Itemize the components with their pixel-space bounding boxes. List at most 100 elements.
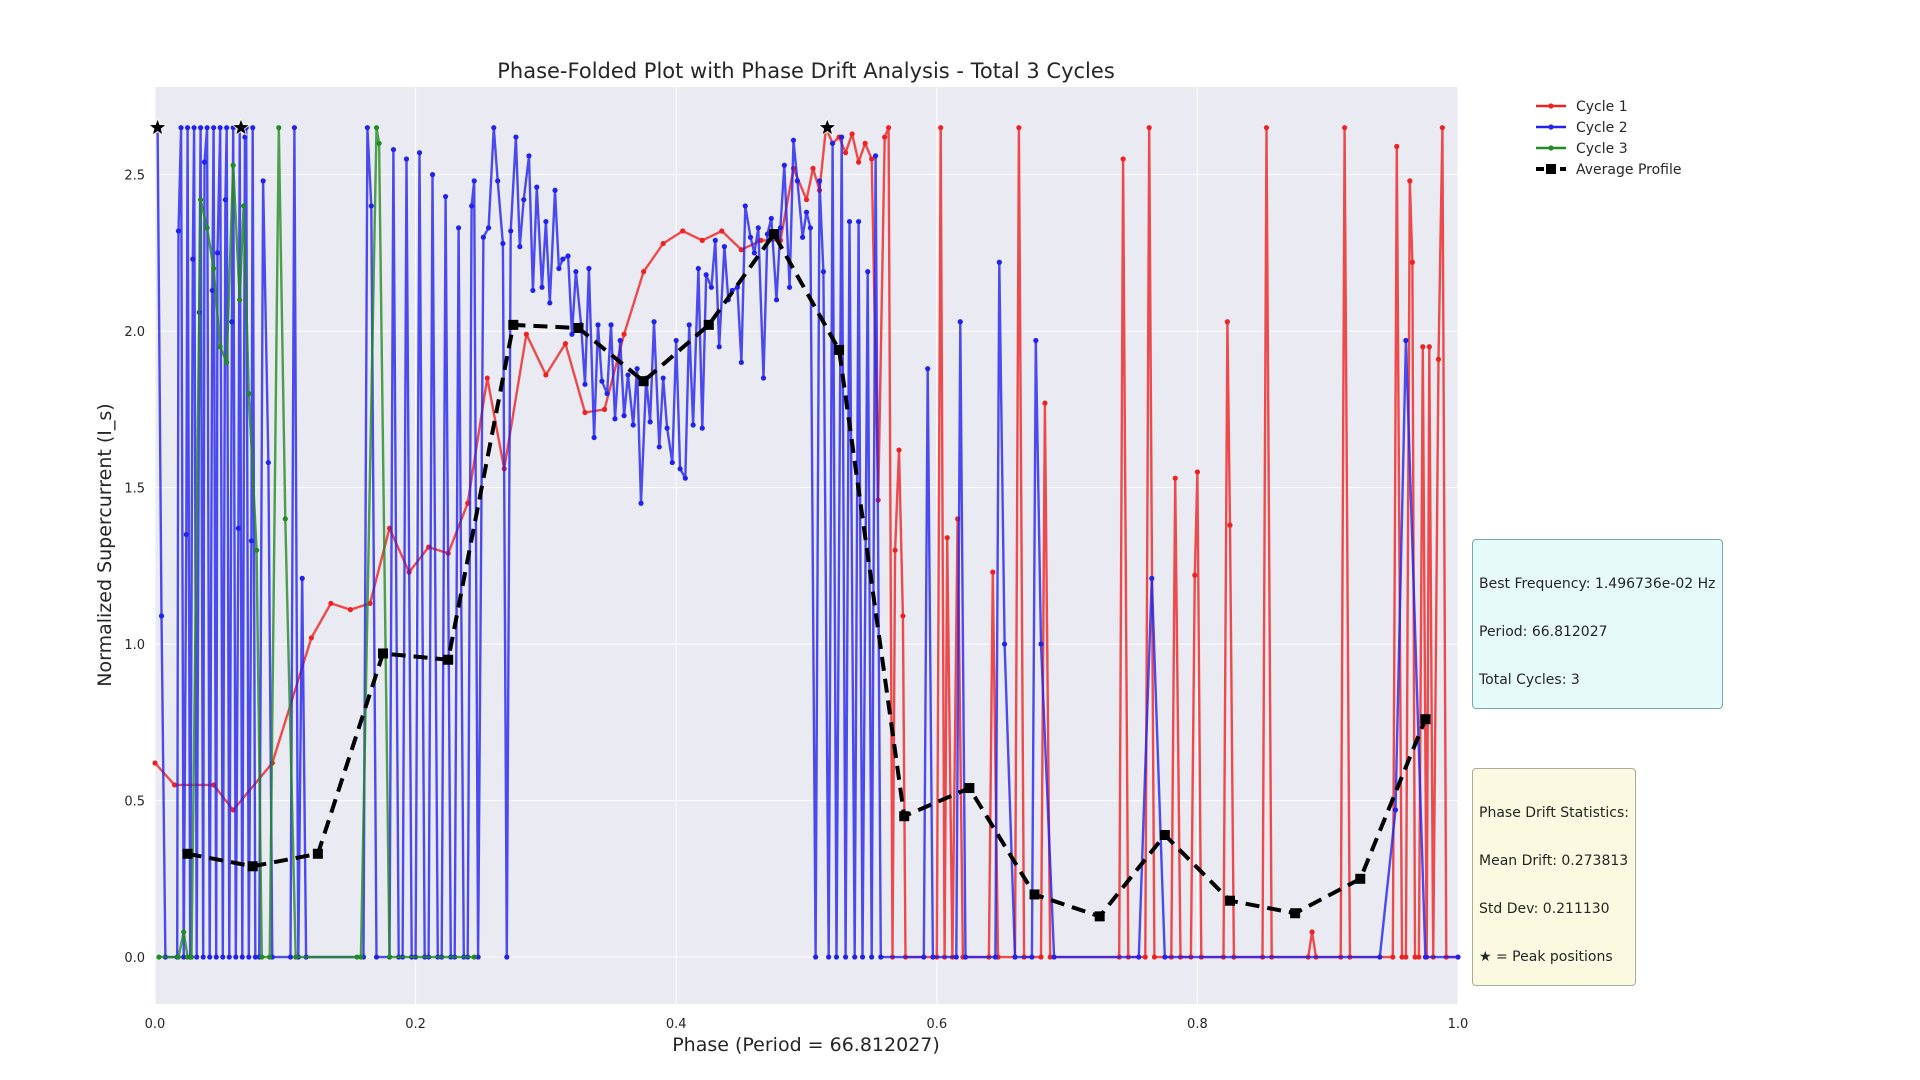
cycle-1-point bbox=[328, 600, 334, 606]
cycle-3-point bbox=[175, 954, 182, 960]
cycle-2-point bbox=[721, 244, 728, 250]
cycle-1-point bbox=[719, 228, 725, 234]
cycle-2-point bbox=[250, 125, 256, 131]
cycle-3-point bbox=[156, 954, 162, 960]
cycle-2-point bbox=[220, 954, 226, 960]
legend-marker-average-profile bbox=[1546, 164, 1556, 174]
cycle-2-point bbox=[390, 146, 397, 153]
cycle-2-point bbox=[856, 218, 862, 225]
info-line-period: Period: 66.812027 bbox=[1479, 624, 1608, 640]
cycle-2-point bbox=[930, 954, 936, 960]
cycle-2-point bbox=[1033, 337, 1039, 344]
average-profile-point bbox=[312, 848, 323, 859]
average-profile-point bbox=[703, 319, 714, 330]
cycle-2-point bbox=[773, 297, 780, 303]
legend-marker-cycle-3 bbox=[1548, 145, 1554, 151]
cycle-1-point bbox=[810, 165, 816, 171]
cycle-1-point bbox=[484, 375, 490, 381]
cycle-2-point bbox=[760, 375, 767, 381]
cycle-1-point bbox=[171, 782, 178, 788]
cycle-1-point bbox=[347, 607, 354, 613]
cycle-2-point bbox=[260, 178, 266, 184]
cycle-2-point bbox=[764, 231, 771, 237]
cycle-2-point bbox=[794, 178, 800, 184]
cycle-1-point bbox=[944, 535, 950, 541]
cycle-2-point bbox=[200, 954, 206, 960]
cycle-2-point bbox=[500, 240, 506, 247]
y-axis-label: Normalized Supercurrent (I_s) bbox=[94, 403, 116, 686]
cycle-1-point bbox=[856, 159, 862, 165]
cycle-2-point bbox=[608, 322, 614, 328]
cycle-1-point bbox=[660, 240, 666, 247]
cycle-2-point bbox=[373, 954, 380, 960]
cycle-3-point bbox=[230, 162, 236, 168]
cycle-1-point bbox=[1342, 125, 1348, 131]
cycle-2-point bbox=[569, 331, 575, 337]
cycle-1-point bbox=[1151, 954, 1158, 960]
cycle-1-point bbox=[1412, 954, 1418, 960]
cycle-2-point bbox=[1162, 954, 1168, 960]
average-profile-point bbox=[899, 811, 910, 822]
cycle-1-point bbox=[1192, 572, 1198, 578]
cycle-1-point bbox=[1403, 954, 1409, 960]
cycle-1-line bbox=[154, 126, 1458, 959]
peak-star-marker bbox=[231, 117, 251, 136]
cycle-2-point bbox=[471, 178, 477, 184]
x-tick-label: 0.0 bbox=[145, 1017, 166, 1032]
cycle-1-point bbox=[1435, 356, 1442, 362]
cycle-1-point bbox=[1420, 344, 1426, 350]
cycle-1-point bbox=[1409, 259, 1415, 265]
cycle-1-point bbox=[849, 131, 855, 137]
cycle-2-point bbox=[839, 134, 845, 140]
cycle-2-point bbox=[1149, 575, 1155, 581]
stats-line-legend: ★ = Peak positions bbox=[1479, 949, 1613, 965]
cycle-2-point bbox=[738, 359, 744, 366]
cycle-3-point bbox=[471, 954, 477, 960]
cycle-1-point bbox=[543, 372, 549, 378]
cycle-2-point bbox=[599, 378, 605, 384]
cycle-1-point bbox=[1416, 954, 1422, 960]
average-profile-point bbox=[182, 848, 193, 859]
cycle-2-point bbox=[229, 319, 235, 325]
cycle-3-point bbox=[246, 391, 252, 397]
cycle-2-point bbox=[768, 215, 774, 222]
cycle-2-point bbox=[604, 391, 610, 397]
cycle-2-point bbox=[612, 416, 618, 422]
cycle-1-point bbox=[1224, 319, 1230, 325]
cycle-2-point bbox=[790, 137, 797, 143]
x-tick-label: 0.6 bbox=[926, 1017, 947, 1032]
average-profile-point bbox=[834, 344, 845, 355]
cycle-2-point bbox=[660, 375, 666, 381]
cycle-1-point bbox=[1042, 400, 1048, 406]
cycle-2-point bbox=[925, 366, 931, 372]
cycle-2-point bbox=[491, 125, 497, 131]
cycle-2-point bbox=[207, 954, 213, 960]
cycle-2-point bbox=[829, 140, 836, 146]
cycle-2-point bbox=[677, 466, 683, 472]
cycle-2-point bbox=[455, 225, 462, 231]
cycle-2-point bbox=[224, 125, 230, 131]
cycle-2-point bbox=[921, 954, 927, 960]
cycle-2-point bbox=[755, 225, 761, 231]
cycle-2-point bbox=[751, 250, 757, 256]
cycle-2-point bbox=[248, 538, 255, 544]
series-layer bbox=[152, 125, 1461, 960]
cycle-1-point bbox=[990, 569, 996, 575]
cycle-1-point bbox=[1120, 156, 1126, 162]
cycle-1-point bbox=[1047, 954, 1053, 960]
cycle-1-point bbox=[1194, 469, 1200, 475]
cycle-2-point bbox=[708, 284, 714, 290]
cycle-2-point bbox=[1403, 337, 1409, 344]
cycle-2-point bbox=[226, 954, 232, 960]
cycle-2-point bbox=[178, 125, 184, 131]
x-tick-label: 0.8 bbox=[1187, 1017, 1208, 1032]
cycle-1-point bbox=[1016, 125, 1022, 131]
cycle-1-point bbox=[885, 125, 892, 131]
legend-label-cycle-2: Cycle 2 bbox=[1576, 120, 1628, 136]
cycle-2-point bbox=[833, 954, 840, 960]
y-tick-label: 1.5 bbox=[124, 482, 145, 497]
cycle-1-point bbox=[1439, 125, 1445, 131]
info-line-cycles: Total Cycles: 3 bbox=[1479, 672, 1580, 688]
average-profile-line bbox=[187, 232, 1428, 919]
